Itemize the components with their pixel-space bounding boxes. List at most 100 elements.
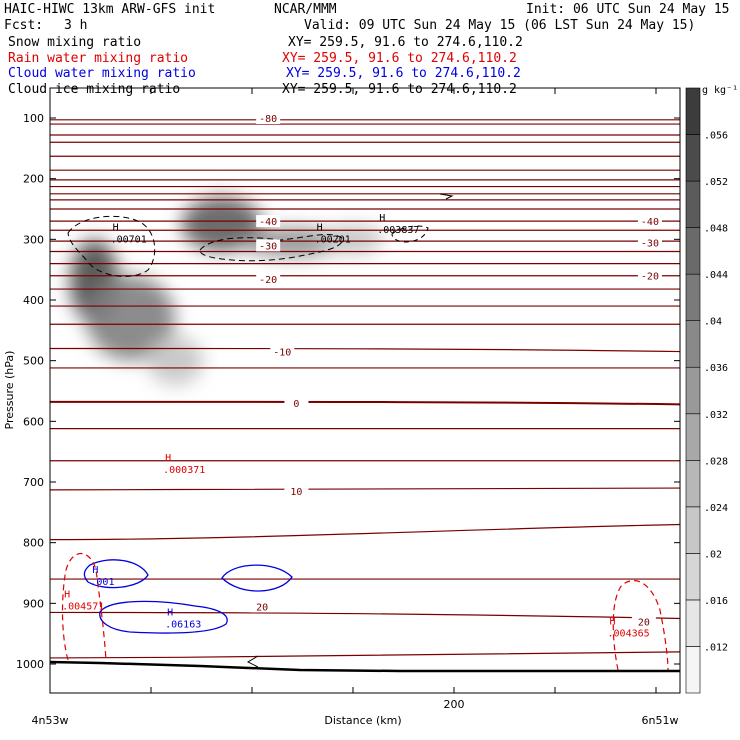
max-value: .000371 xyxy=(163,465,205,476)
field-rain-name: Rain water mixing ratio xyxy=(8,51,188,66)
isotherm-label-bg xyxy=(284,485,309,498)
y-tick-label: 100 xyxy=(23,112,44,125)
colorbar-label: .028 xyxy=(704,456,728,467)
colorbar-swatch xyxy=(685,134,701,182)
isotherm-label: -80 xyxy=(259,114,277,125)
right-endpoint: 6n51w xyxy=(642,714,679,727)
colorbar-label: .032 xyxy=(704,410,728,421)
isotherm-label-bg xyxy=(256,112,281,124)
colorbar-swatch xyxy=(685,180,701,228)
isotherm-label-bg xyxy=(270,345,295,358)
header-init: Init: 06 UTC Sun 24 May 15 xyxy=(526,2,730,17)
colorbar-swatch xyxy=(685,366,701,415)
colorbar-label: .036 xyxy=(704,363,728,374)
y-tick-label: 500 xyxy=(23,355,44,368)
isotherm-label: -30 xyxy=(641,238,659,249)
isotherm-label-bg xyxy=(256,215,281,228)
isotherm-label: 10 xyxy=(290,487,302,498)
x-axis-label: Distance (km) xyxy=(324,714,401,727)
x-axis: 20 0 xyxy=(49,88,657,711)
ground-notch xyxy=(246,655,259,668)
max-marker: H xyxy=(113,222,119,233)
isotherm-labels: -80 -40 -30 -20 -10 0 10 20 -40 -30 -20 20 xyxy=(250,112,662,629)
y-tick-label: 600 xyxy=(23,415,44,428)
rain-water-contour xyxy=(61,552,107,661)
isotherm-label-bg xyxy=(637,269,662,282)
isotherm-label: 20 xyxy=(256,602,268,613)
y-tick-label: 900 xyxy=(23,597,44,610)
max-marker: H xyxy=(92,565,98,576)
header-title: HAIC-HIWC 13km ARW-GFS init xyxy=(4,2,215,17)
colorbar-label: .024 xyxy=(704,503,728,514)
max-marker: H xyxy=(64,589,70,600)
isotherm-line xyxy=(50,400,680,406)
colorbar-label: .052 xyxy=(704,177,728,188)
y-tick-label: 800 xyxy=(23,537,44,550)
colorbar-swatch xyxy=(685,506,701,554)
cloud-ice-contour xyxy=(67,215,156,277)
plot-frame xyxy=(49,87,681,694)
max-marker: H xyxy=(167,608,173,619)
colorbar-swatch xyxy=(685,599,701,647)
rain-water-contour xyxy=(612,580,669,671)
max-value: .004571 xyxy=(62,601,104,612)
field-cloudice-name: Cloud ice mixing ratio xyxy=(8,82,180,97)
snow-blob xyxy=(322,224,384,255)
field-cloudwater-xy: XY= 259.5, 91.6 to 274.6,110.2 xyxy=(286,66,521,81)
cloud-ice-contour xyxy=(199,234,343,262)
left-endpoint: 4n53w xyxy=(32,714,69,727)
colorbar: .012 .016 .02 .024 .028 .032 .036 .04 .044 .048 .0… xyxy=(685,87,728,694)
isotherm-label-bg xyxy=(284,397,309,410)
cloud-water-contour xyxy=(221,564,293,592)
isotherm-label: -30 xyxy=(259,241,277,252)
x-tick-label: 200 xyxy=(444,698,465,711)
isotherm-line xyxy=(50,651,680,659)
ground-surface xyxy=(50,660,680,673)
plot-area: H.00701H.00201H.003837H.000371H.004571H.… xyxy=(50,112,680,673)
colorbar-label: .056 xyxy=(704,131,728,142)
snow-blob xyxy=(146,336,204,385)
isotherm-label-bg xyxy=(631,615,656,628)
colorbar-swatch xyxy=(685,460,701,508)
snow-blob xyxy=(86,275,176,361)
colorbar-label: .02 xyxy=(704,549,722,560)
isotherm-line xyxy=(50,487,680,491)
cloud-water-contour xyxy=(83,559,149,589)
max-marker: H xyxy=(165,453,171,464)
max-marker: H xyxy=(610,617,616,628)
isotherm-label: -20 xyxy=(259,275,277,286)
colorbar-swatch xyxy=(685,553,701,601)
isotherm-label-bg xyxy=(637,215,662,228)
field-rain-xy: XY= 259.5, 91.6 to 274.6,110.2 xyxy=(282,51,517,66)
y-tick-label: 300 xyxy=(23,233,44,246)
isotherm-label: 20 xyxy=(638,618,650,629)
header-valid: Valid: 09 UTC Sun 24 May 15 (06 LST Sun … xyxy=(304,18,695,33)
isotherm-line xyxy=(50,523,680,541)
max-value: .004365 xyxy=(608,629,650,640)
header-fcst-label: Fcst: xyxy=(4,18,43,33)
y-tick-label: 200 xyxy=(23,173,44,186)
cloud-ice-contour xyxy=(391,225,429,243)
header-org: NCAR/MMM xyxy=(274,2,337,17)
max-value: .00201 xyxy=(315,234,351,245)
y-tick-label: 400 xyxy=(23,294,44,307)
colorbar-label: .012 xyxy=(704,642,728,653)
field-cloudice-xy: XY= 259.5, 91.6 to 274.6,110.2 xyxy=(282,82,517,97)
colorbar-swatch xyxy=(685,320,701,368)
isotherm-label-bg xyxy=(256,272,281,285)
isotherm-label-bg xyxy=(250,600,275,613)
max-value: .001 xyxy=(90,577,114,588)
y-axis-label: Pressure (hPa) xyxy=(3,351,16,430)
max-marker: H xyxy=(379,213,385,224)
field-cloudwater-name: Cloud water mixing ratio xyxy=(8,66,196,81)
colorbar-swatch xyxy=(685,87,701,135)
isotherm-label-bg xyxy=(637,236,662,249)
isotherm-line xyxy=(50,347,680,353)
y-tick-label: 1000 xyxy=(16,658,44,671)
colorbar-label: .044 xyxy=(704,270,728,281)
field-legend: Snow mixing ratio XY= 259.5, 91.6 to 274… xyxy=(8,35,523,97)
isotherm-label: -20 xyxy=(641,272,659,283)
colorbar-swatch xyxy=(685,227,701,275)
